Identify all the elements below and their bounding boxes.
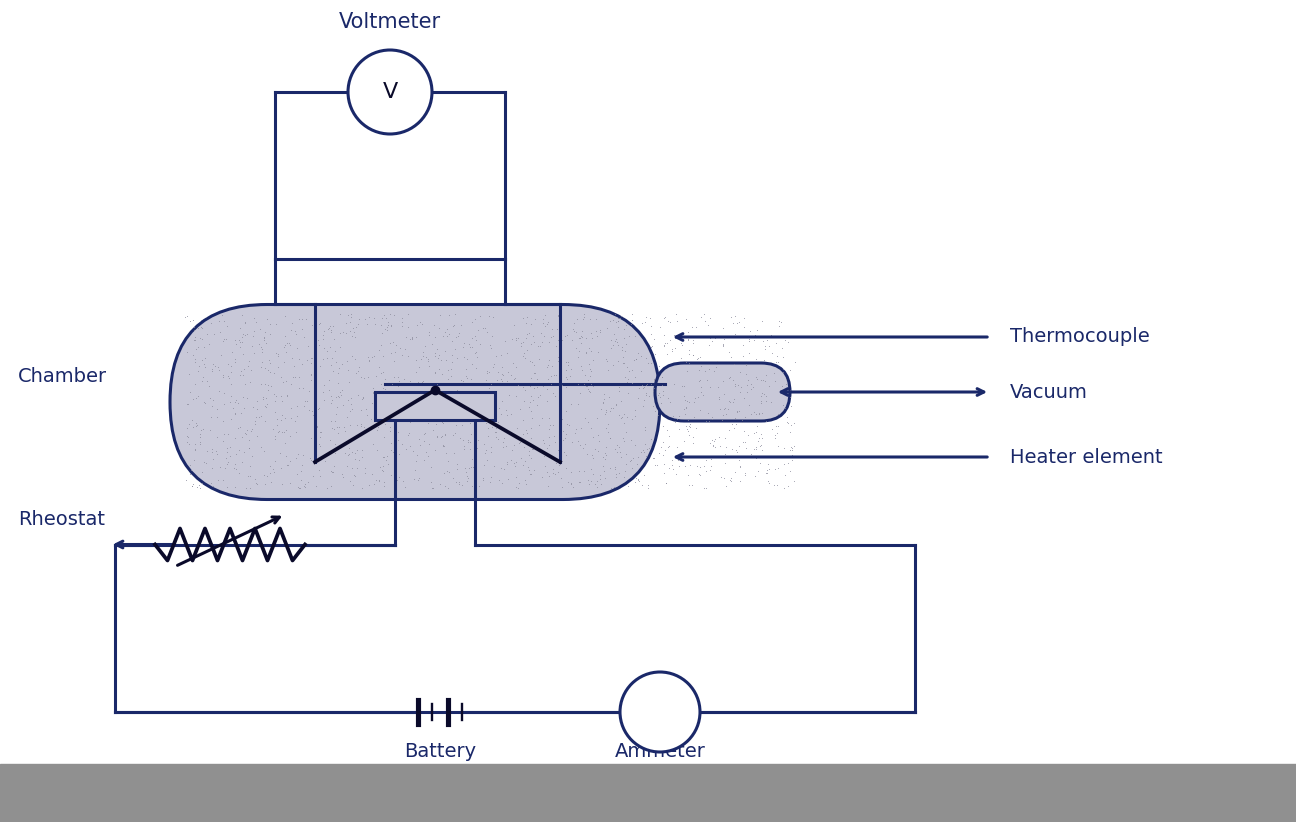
Text: Heater element: Heater element <box>1010 447 1163 467</box>
Circle shape <box>349 50 432 134</box>
Text: Rheostat: Rheostat <box>18 510 105 529</box>
Text: Voltmeter: Voltmeter <box>340 12 441 32</box>
FancyBboxPatch shape <box>170 304 660 500</box>
Text: Vacuum: Vacuum <box>1010 382 1087 401</box>
FancyBboxPatch shape <box>654 363 791 421</box>
Text: Chamber: Chamber <box>18 367 108 386</box>
Text: V: V <box>382 82 398 102</box>
Text: Thermocouple: Thermocouple <box>1010 327 1150 347</box>
Text: Ammeter: Ammeter <box>614 742 705 761</box>
Text: Battery: Battery <box>404 742 476 761</box>
Circle shape <box>619 672 700 752</box>
Bar <box>375 392 495 420</box>
Bar <box>0 764 1296 822</box>
